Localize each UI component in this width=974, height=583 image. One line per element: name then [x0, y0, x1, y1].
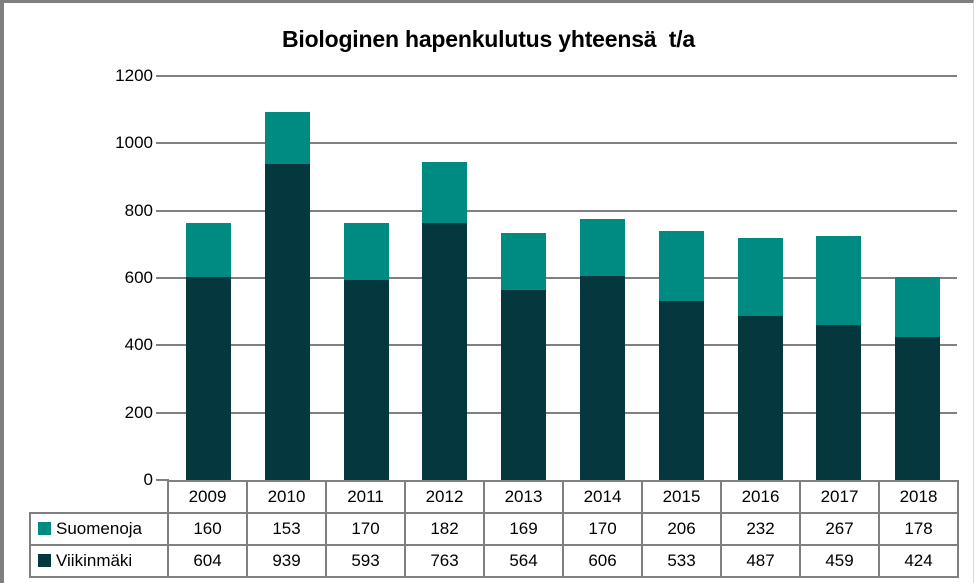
bar-segment-viikinmäki-2011 — [343, 280, 389, 480]
gridline — [169, 209, 957, 212]
value-cell: 939 — [246, 544, 327, 578]
year-header-cell: 2018 — [878, 480, 959, 514]
legend-cell-suomenoja: Suomenoja — [29, 512, 169, 546]
year-header-cell: 2016 — [720, 480, 801, 514]
y-axis-label: 400 — [124, 335, 153, 355]
bar-segment-suomenoja-2014 — [579, 218, 625, 276]
legend-label: Viikinmäki — [56, 551, 133, 570]
value-cell: 604 — [167, 544, 248, 578]
value-cell: 153 — [246, 512, 327, 546]
bar-segment-viikinmäki-2009 — [185, 276, 231, 480]
y-axis-label: 600 — [124, 268, 153, 287]
y-axis-label: 0 — [143, 470, 153, 489]
value-cell: 232 — [720, 512, 801, 546]
bar-segment-viikinmäki-2013 — [501, 290, 547, 480]
plot-area: 0 200 400 600 800 1000 1200 — [115, 66, 957, 489]
value-cell: 424 — [878, 544, 959, 578]
value-cell: 593 — [325, 544, 406, 578]
bar-segment-suomenoja-2009 — [185, 222, 231, 277]
value-cell: 178 — [878, 512, 959, 546]
y-axis-label: 1200 — [115, 66, 153, 85]
gridline — [169, 277, 957, 279]
y-axis-label: 200 — [124, 402, 153, 422]
value-cell: 160 — [167, 512, 248, 546]
value-cell: 182 — [404, 512, 485, 546]
y-axis-tick — [156, 344, 169, 347]
legend-swatch-icon — [38, 522, 51, 535]
gridline — [169, 344, 957, 347]
gridline — [169, 75, 957, 77]
year-header-cell: 2011 — [325, 480, 406, 514]
bar-segment-viikinmäki-2018 — [895, 337, 941, 480]
chart-title: Biologinen hapenkulutus yhteensä t/a — [281, 26, 696, 52]
year-header-cell: 2010 — [246, 480, 327, 514]
y-axis-label: 800 — [124, 200, 153, 220]
year-header-row: 2009 2010 2011 2012 2013 2014 2015 2016 2017 2018 — [30, 480, 959, 514]
y-axis-tick — [156, 479, 169, 481]
bar-segment-suomenoja-2011 — [343, 223, 389, 281]
y-axis-tick — [156, 209, 169, 212]
value-cell: 763 — [404, 544, 485, 578]
series-row-viikinmäki: Viikinmäki 604 939 593 763 564 606 533 487 459 424 — [29, 544, 959, 578]
bar-segment-viikinmäki-2014 — [579, 275, 625, 480]
bar-segment-suomenoja-2016 — [737, 237, 783, 317]
y-axis-tick — [156, 277, 169, 279]
y-axis-tick — [156, 411, 169, 414]
bar-segment-suomenoja-2010 — [264, 112, 310, 164]
bar-segment-suomenoja-2017 — [816, 235, 862, 326]
year-header-cell: 2009 — [167, 480, 248, 514]
gridline — [169, 142, 957, 145]
value-cell: 170 — [325, 512, 406, 546]
bar-segment-viikinmäki-2012 — [422, 223, 468, 480]
y-axis-tick — [156, 142, 169, 145]
gridline — [169, 411, 957, 414]
bar-segment-suomenoja-2012 — [422, 161, 468, 224]
y-axis-label: 1000 — [115, 133, 153, 153]
bar-segment-suomenoja-2018 — [895, 277, 941, 338]
value-cell: 170 — [562, 512, 643, 546]
bar-segment-viikinmäki-2010 — [264, 163, 310, 480]
value-cell: 533 — [641, 544, 722, 578]
year-header-cell: 2017 — [799, 480, 880, 514]
value-cell: 206 — [641, 512, 722, 546]
year-header-cell: 2014 — [562, 480, 643, 514]
value-cell: 564 — [483, 544, 564, 578]
table-corner-cell — [30, 481, 168, 513]
year-header-cell: 2015 — [641, 480, 722, 514]
data-table: 2009 2010 2011 2012 2013 2014 2015 2016 2017 2018… — [29, 480, 959, 578]
year-header-cell: 2013 — [483, 480, 564, 514]
bar-segment-suomenoja-2013 — [501, 233, 547, 291]
y-axis-tick — [156, 75, 169, 77]
bar-segment-viikinmäki-2017 — [816, 325, 862, 480]
series-row-suomenoja: Suomenoja 160 153 170 182 169 170 206 232 267 178 — [29, 512, 959, 546]
value-cell: 459 — [799, 544, 880, 578]
legend-swatch-icon — [38, 554, 51, 567]
legend-label: Suomenoja — [56, 519, 143, 538]
value-cell: 606 — [562, 544, 643, 578]
legend-cell-viikinmäki: Viikinmäki — [29, 544, 169, 578]
year-header-cell: 2012 — [404, 480, 485, 514]
bar-segment-viikinmäki-2015 — [658, 300, 704, 480]
bar-segment-viikinmäki-2016 — [737, 316, 783, 480]
value-cell: 267 — [799, 512, 880, 546]
value-cell: 169 — [483, 512, 564, 546]
value-cell: 487 — [720, 544, 801, 578]
bar-segment-suomenoja-2015 — [658, 231, 704, 301]
